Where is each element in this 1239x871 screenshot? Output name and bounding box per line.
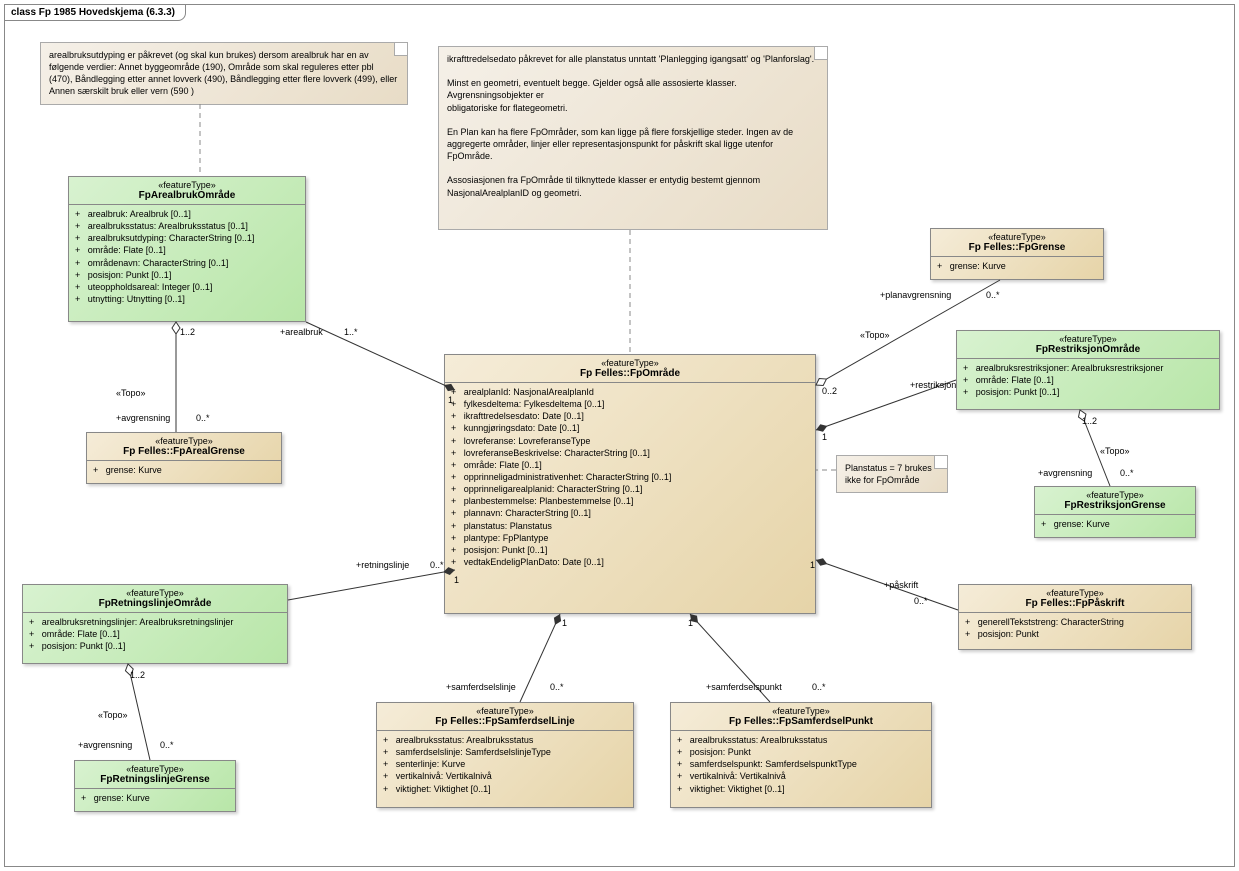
assoc-label: +arealbruk [280,327,323,337]
assoc-label: 1 [448,395,453,405]
assoc-label: 1 [810,560,815,570]
assoc-label: +samferdselslinje [446,682,516,692]
class-arealbruk: «featureType»FpArealbrukOmrådearealbruk:… [68,176,306,322]
assoc-label: «Topo» [116,388,146,398]
assoc-label: +retningslinje [356,560,409,570]
assoc-label: +restriksjon [910,380,956,390]
assoc-label: 1..2 [130,670,145,680]
assoc-label: 0..* [160,740,174,750]
note-arealbruksutdyping: arealbruksutdyping er påkrevet (og skal … [40,42,408,105]
note-fpomrade-rules: ikrafttredelsedato påkrevet for alle pla… [438,46,828,230]
assoc-label: 1..2 [1082,416,1097,426]
assoc-label: «Topo» [1100,446,1130,456]
assoc-label: 0..* [812,682,826,692]
class-retnGrense: «featureType»FpRetningslinjeGrensegrense… [74,760,236,812]
assoc-label: 0..* [550,682,564,692]
class-fpgrense: «featureType»Fp Felles::FpGrensegrense: … [930,228,1104,280]
class-samfLinje: «featureType»Fp Felles::FpSamferdselLinj… [376,702,634,808]
assoc-label: 1 [454,575,459,585]
class-retnOmrade: «featureType»FpRetningslinjeOmrådearealb… [22,584,288,664]
assoc-label: 0..2 [822,386,837,396]
assoc-label: «Topo» [860,330,890,340]
assoc-label: +planavgrensning [880,290,951,300]
diagram-title: class Fp 1985 Hovedskjema (6.3.3) [4,4,186,21]
assoc-label: +avgrensning [116,413,170,423]
note-planstatus: Planstatus = 7 brukes ikke for FpOmråde [836,455,948,493]
class-restrOmrade: «featureType»FpRestriksjonOmrådearealbru… [956,330,1220,410]
assoc-label: 1 [562,618,567,628]
assoc-label: +avgrensning [78,740,132,750]
assoc-label: +avgrensning [1038,468,1092,478]
assoc-label: 0..* [914,596,928,606]
class-paskrift: «featureType»Fp Felles::FpPåskriftgenere… [958,584,1192,650]
assoc-label: 1..2 [180,327,195,337]
assoc-label: 0..* [430,560,444,570]
assoc-label: 1..* [344,327,358,337]
assoc-label: +samferdselspunkt [706,682,782,692]
assoc-label: 1 [688,618,693,628]
class-samfPunkt: «featureType»Fp Felles::FpSamferdselPunk… [670,702,932,808]
assoc-label: 0..* [986,290,1000,300]
class-arealgrense: «featureType»Fp Felles::FpArealGrensegre… [86,432,282,484]
assoc-label: 1 [822,432,827,442]
assoc-label: «Topo» [98,710,128,720]
assoc-label: 0..* [196,413,210,423]
assoc-label: 0..* [1120,468,1134,478]
class-fpomrade: «featureType»Fp Felles::FpOmrådearealpla… [444,354,816,614]
assoc-label: +påskrift [884,580,918,590]
class-restrGrense: «featureType»FpRestriksjonGrensegrense: … [1034,486,1196,538]
